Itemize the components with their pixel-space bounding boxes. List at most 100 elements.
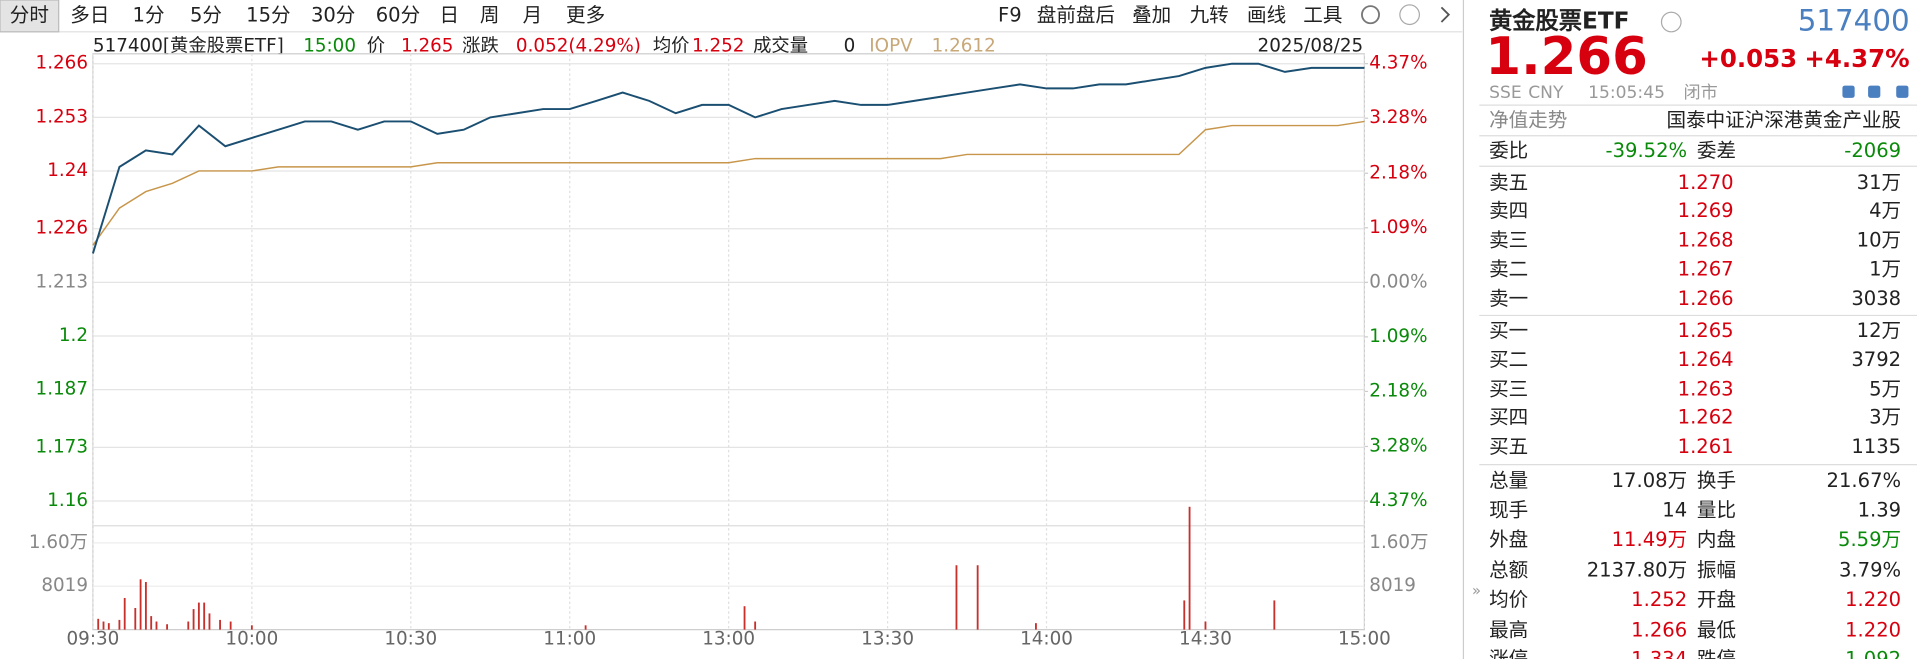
date: 2025/08/25 bbox=[1258, 35, 1364, 56]
book-volume: 1135 bbox=[1851, 435, 1901, 458]
volume-bar bbox=[1204, 621, 1207, 630]
book-volume: 3038 bbox=[1851, 287, 1901, 310]
meta: SSE bbox=[1489, 83, 1522, 103]
panel-icon[interactable] bbox=[1896, 85, 1909, 98]
x-tick-label: 14:00 bbox=[1020, 628, 1073, 649]
tool-button[interactable]: 画线 bbox=[1247, 3, 1286, 26]
tab[interactable]: 月 bbox=[523, 3, 543, 26]
tool-button[interactable]: 九转 bbox=[1190, 3, 1229, 26]
tab[interactable]: 30分 bbox=[311, 3, 355, 26]
meta: CNY bbox=[1528, 83, 1564, 103]
panel-icon[interactable] bbox=[1842, 85, 1855, 98]
nav-label: 净值走势 bbox=[1489, 109, 1567, 132]
fund-name: 国泰中证沪深港黄金产业股 bbox=[1667, 109, 1902, 132]
quote-field: 成交量 bbox=[753, 35, 808, 56]
info-icon[interactable] bbox=[1660, 11, 1682, 33]
book-price: 1.267 bbox=[1678, 258, 1734, 281]
volume-bar bbox=[1273, 600, 1276, 630]
x-tick-label: 09:30 bbox=[67, 628, 120, 649]
tool-button[interactable]: F9 bbox=[998, 3, 1022, 26]
book-volume: 3792 bbox=[1851, 348, 1901, 371]
change-percent: +4.37% bbox=[1804, 44, 1909, 73]
value: -39.52% bbox=[1606, 139, 1688, 162]
help-icon[interactable] bbox=[1399, 4, 1421, 26]
volume-bar bbox=[1183, 600, 1186, 630]
tab[interactable]: 60分 bbox=[376, 3, 420, 26]
y2-tick-label: 4.37% bbox=[1369, 490, 1427, 511]
y-tick-label: 1.16 bbox=[47, 490, 88, 511]
book-volume: 12万 bbox=[1857, 319, 1901, 342]
tab[interactable]: 多日 bbox=[70, 3, 109, 26]
y-tick-label: 1.253 bbox=[36, 106, 88, 127]
book-label: 卖一 bbox=[1489, 287, 1528, 310]
quote-field: 1.265 bbox=[401, 35, 453, 56]
volume-bar bbox=[584, 625, 587, 630]
y-tick-label: 1.24 bbox=[47, 160, 88, 181]
book-volume: 3万 bbox=[1869, 406, 1901, 429]
volume-bar bbox=[150, 616, 153, 630]
volume-bar bbox=[102, 621, 105, 630]
volume-bar bbox=[208, 613, 211, 630]
stat-value: 14 bbox=[1662, 499, 1687, 522]
volume-bar bbox=[1035, 623, 1037, 630]
y-tick-label: 1.173 bbox=[36, 436, 88, 457]
tab[interactable]: 15分 bbox=[246, 3, 290, 26]
book-label: 买四 bbox=[1489, 406, 1528, 429]
book-price: 1.266 bbox=[1678, 287, 1734, 310]
tab[interactable]: 1分 bbox=[133, 3, 165, 26]
meta: 闭市 bbox=[1683, 83, 1717, 103]
volume-bar bbox=[97, 618, 100, 630]
stat-label: 现手 bbox=[1489, 499, 1528, 522]
book-label: 卖三 bbox=[1489, 228, 1528, 251]
book-price: 1.269 bbox=[1678, 199, 1734, 222]
panel-icon[interactable] bbox=[1868, 85, 1881, 98]
tab[interactable]: 分时 bbox=[10, 3, 49, 26]
quote-field: 1.252 bbox=[692, 35, 744, 56]
next-icon[interactable] bbox=[1440, 6, 1451, 23]
volume-bar bbox=[107, 623, 110, 630]
stat-value: 17.08万 bbox=[1612, 469, 1688, 492]
collapse-arrow[interactable]: » bbox=[1472, 583, 1481, 600]
meta: 15:05:45 bbox=[1588, 83, 1665, 103]
book-volume: 10万 bbox=[1857, 228, 1901, 251]
stat-label: 换手 bbox=[1697, 469, 1736, 492]
quote-field: 0.052(4.29%) bbox=[516, 35, 641, 56]
tool-button[interactable]: 盘前盘后 bbox=[1037, 3, 1115, 26]
book-price: 1.270 bbox=[1678, 171, 1734, 194]
volume-bar bbox=[192, 609, 195, 630]
label: 委差 bbox=[1697, 139, 1736, 162]
volume-tick-label: 8019 bbox=[1369, 575, 1416, 596]
stat-label: 量比 bbox=[1697, 499, 1736, 522]
book-label: 卖二 bbox=[1489, 258, 1528, 281]
stat-label: 最低 bbox=[1697, 618, 1736, 641]
stat-label: 涨停 bbox=[1489, 648, 1528, 659]
volume-tick-label: 1.60万 bbox=[29, 532, 88, 553]
volume-bar bbox=[144, 582, 147, 630]
tab[interactable]: 日 bbox=[440, 3, 460, 26]
volume-bar bbox=[134, 607, 137, 630]
stat-value: 1.220 bbox=[1845, 618, 1901, 641]
tab[interactable]: 更多 bbox=[566, 3, 605, 26]
volume-bar bbox=[250, 625, 253, 630]
tab[interactable]: 周 bbox=[480, 3, 500, 26]
volume-bar bbox=[1188, 506, 1191, 630]
volume-bar bbox=[187, 621, 190, 630]
stat-value: 21.67% bbox=[1827, 469, 1902, 492]
book-label: 卖五 bbox=[1489, 171, 1528, 194]
y2-tick-label: 1.09% bbox=[1369, 326, 1427, 347]
volume-bar bbox=[203, 602, 206, 630]
stat-value: 1.252 bbox=[1631, 588, 1687, 611]
y-tick-label: 1.226 bbox=[36, 218, 88, 239]
quote-field: 1.2612 bbox=[932, 35, 996, 56]
y-tick-label: 1.266 bbox=[36, 53, 88, 74]
settings-icon[interactable] bbox=[1361, 5, 1380, 25]
y2-tick-label: 2.18% bbox=[1369, 380, 1427, 401]
volume-bar bbox=[139, 579, 142, 630]
y2-tick-label: 4.37% bbox=[1369, 53, 1427, 74]
tab[interactable]: 5分 bbox=[190, 3, 222, 26]
tool-button[interactable]: 工具 bbox=[1303, 3, 1342, 26]
tool-button[interactable]: 叠加 bbox=[1132, 3, 1171, 26]
book-volume: 4万 bbox=[1869, 199, 1901, 222]
book-volume: 5万 bbox=[1869, 378, 1901, 401]
